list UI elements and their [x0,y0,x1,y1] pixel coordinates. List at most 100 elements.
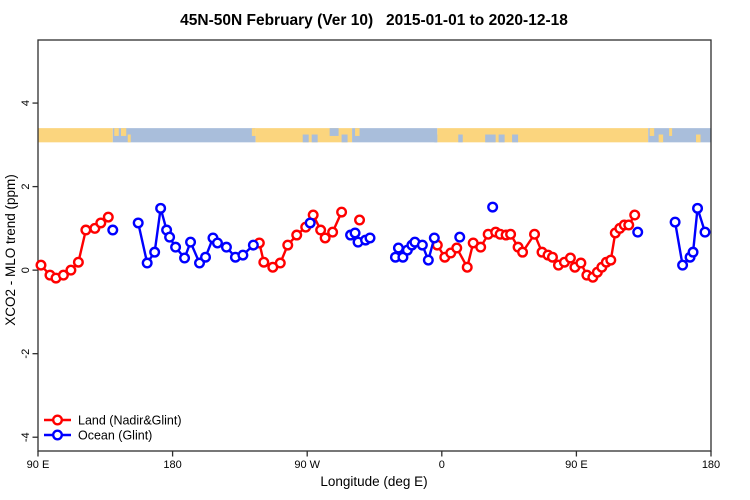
data-point [95,217,107,229]
x-tick-label: 90 W [294,459,320,471]
data-point [35,259,47,271]
data-point [185,236,197,248]
strip-ocean-speck [498,134,505,143]
data-point [155,202,167,214]
strip-ocean-speck [512,134,519,143]
x-tick-label: 180 [702,459,720,471]
y-tick-label: -4 [20,432,32,442]
data-point [623,219,635,231]
y-tick-label: -2 [20,349,32,359]
data-point [274,257,286,269]
data-point [282,239,294,251]
legend-marker [52,429,64,441]
strip-ocean-speck [311,134,318,143]
land-ocean-strip [38,128,711,143]
data-point [315,224,327,236]
data-point [632,226,644,238]
data-point [487,201,499,213]
data-point [164,231,176,243]
strip-ocean-segment [112,128,256,143]
data-point [669,216,681,228]
data-point [349,227,361,239]
data-point [505,228,517,240]
data-point [687,246,699,258]
strip-land-segment [38,128,113,143]
data-point [677,259,689,271]
data-point [392,242,404,254]
strip-land-segment [437,128,649,143]
data-point [149,246,161,258]
x-axis-ticks: 90 E 180 90 W 0 90 E 180 [27,451,720,471]
x-axis-title: Longitude (deg E) [320,474,427,489]
data-point [575,257,587,269]
data-point [454,231,466,243]
data-point [451,242,463,254]
strip-ocean-speck [485,134,496,143]
data-point [319,232,331,244]
data-point [170,241,182,253]
data-point [422,254,434,266]
legend-entry-ocean: Ocean (Glint) [44,428,152,442]
x-tick-label: 0 [439,459,445,471]
strip-ocean-speck [341,134,348,143]
x-tick-label: 180 [163,459,181,471]
data-point [65,264,77,276]
data-point [546,251,558,263]
strip-ocean-speck [329,128,339,136]
chart-title: 45N-50N February (Ver 10) 2015-01-01 to … [180,12,568,29]
strip-ocean-speck [302,134,309,143]
data-point [327,226,339,238]
data-point [247,239,259,251]
data-point [692,202,704,214]
strip-ocean-segment [648,128,711,143]
data-point [72,256,84,268]
data-point [605,254,617,266]
strip-land-speck [251,128,256,136]
data-point [517,246,529,258]
data-point [132,217,144,229]
data-point [699,226,711,238]
plot-box [37,39,712,452]
data-point [107,224,119,236]
data-point [416,239,428,251]
data-point [258,256,270,268]
data-point [291,229,303,241]
x-tick-label: 90 E [565,459,588,471]
legend: Land (Nadir&Glint)Ocean (Glint) [44,413,182,442]
strip-land-speck [696,134,701,143]
strip-land-speck [355,128,360,136]
legend-entry-land: Land (Nadir&Glint) [44,413,182,427]
data-point [57,269,69,281]
data-point [461,261,473,273]
data-point [211,237,223,249]
legend-marker [52,414,64,426]
data-point [564,252,576,264]
y-tick-label: 0 [20,267,32,273]
data-point [237,249,249,261]
plot-border [37,39,712,452]
series-land [35,206,641,284]
data-series [35,201,711,284]
series-ocean [107,201,711,271]
data-point [80,224,92,236]
data-point [428,232,440,244]
data-point [141,257,153,269]
y-tick-label: 2 [20,184,32,190]
data-point [179,252,191,264]
data-point [200,251,212,263]
data-point [102,211,114,223]
y-axis-title: XCO2 - MLO trend (ppm) [3,174,18,326]
data-point [529,228,541,240]
data-point [364,232,376,244]
x-tick-label: 90 E [27,459,50,471]
data-point [475,241,487,253]
strip-land-speck [649,128,655,136]
y-axis-ticks: -4 -2 0 2 4 [20,100,38,442]
y-tick-label: 4 [20,100,32,106]
data-point [336,206,348,218]
strip-land-speck [127,134,131,143]
legend-label-land: Land (Nadir&Glint) [78,413,182,427]
strip-land-speck [114,128,119,136]
